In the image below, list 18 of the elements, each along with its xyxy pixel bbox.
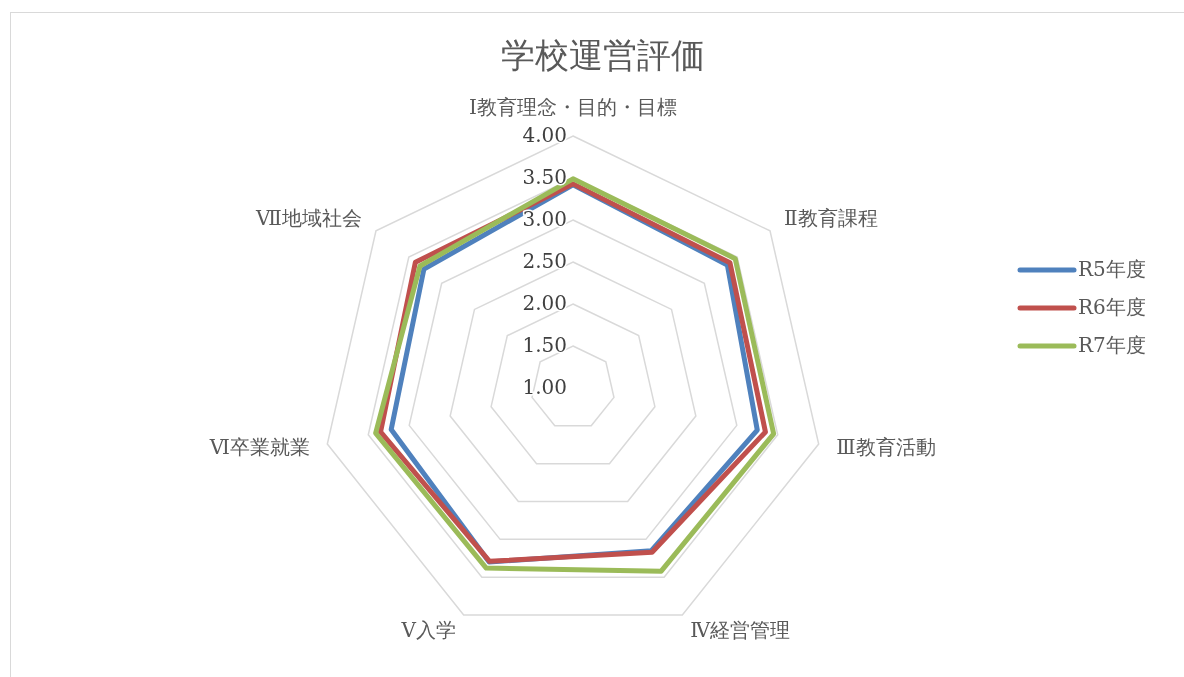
spoke-label: Ⅴ入学 bbox=[400, 617, 456, 642]
y-tick-label: 3.00 bbox=[522, 206, 567, 231]
chart-title: 学校運営評価 bbox=[501, 35, 705, 75]
spoke-label: Ⅳ経営管理 bbox=[690, 617, 791, 642]
spoke-label: Ⅵ卒業就業 bbox=[208, 434, 310, 459]
y-tick-label: 2.50 bbox=[522, 248, 567, 273]
y-tick-label: 4.00 bbox=[522, 122, 567, 147]
y-tick-label: 3.50 bbox=[522, 164, 567, 189]
legend-label: R7年度 bbox=[1078, 332, 1146, 357]
spoke-label: Ⅶ地域社会 bbox=[255, 206, 362, 231]
y-tick-label: 2.00 bbox=[522, 290, 567, 315]
y-tick-label: 1.00 bbox=[522, 374, 567, 399]
legend-label: R6年度 bbox=[1078, 294, 1146, 319]
spoke-label: Ⅰ教育理念・目的・目標 bbox=[469, 94, 677, 119]
spoke-label: Ⅲ教育活動 bbox=[836, 434, 936, 459]
legend-label: R5年度 bbox=[1078, 256, 1146, 281]
y-tick-label: 1.50 bbox=[522, 332, 567, 357]
spoke-label: Ⅱ教育課程 bbox=[784, 206, 878, 231]
